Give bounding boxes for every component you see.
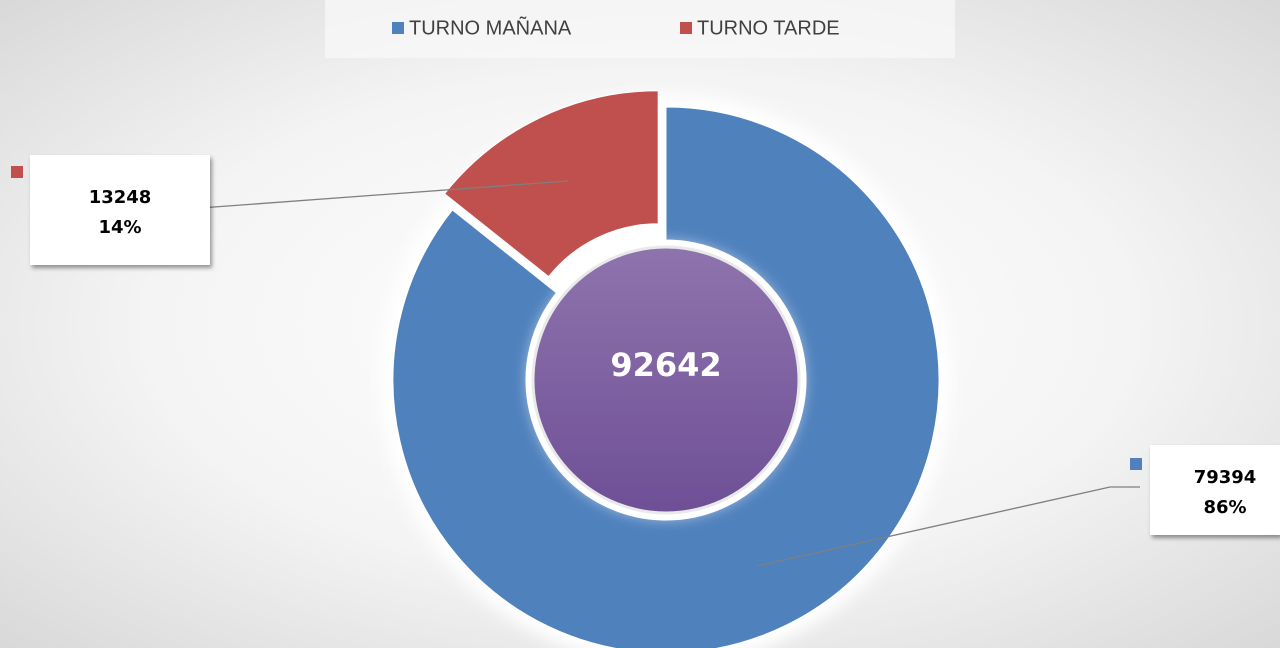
leader-line	[172, 180, 569, 211]
legend-area	[325, 0, 955, 58]
label-swatch	[11, 166, 23, 178]
label-swatch	[1130, 458, 1142, 470]
center-total: 92642	[610, 346, 721, 384]
slices	[392, 90, 940, 648]
legend-swatch	[392, 22, 404, 34]
data-label: 79394	[1194, 467, 1257, 488]
data-label-percent: 86%	[1203, 497, 1246, 518]
data-label: 13248	[89, 187, 152, 208]
donut-slice	[392, 106, 940, 648]
label-box	[30, 155, 210, 265]
legend-label: TURNO TARDE	[697, 17, 840, 39]
donut-slice	[443, 90, 659, 278]
legend-label: TURNO MAÑANA	[409, 15, 572, 39]
legend-swatch	[680, 22, 692, 34]
center-hub	[531, 245, 801, 515]
label-box	[1150, 445, 1280, 535]
data-label-percent: 14%	[98, 217, 141, 238]
leader-line	[756, 486, 1140, 567]
